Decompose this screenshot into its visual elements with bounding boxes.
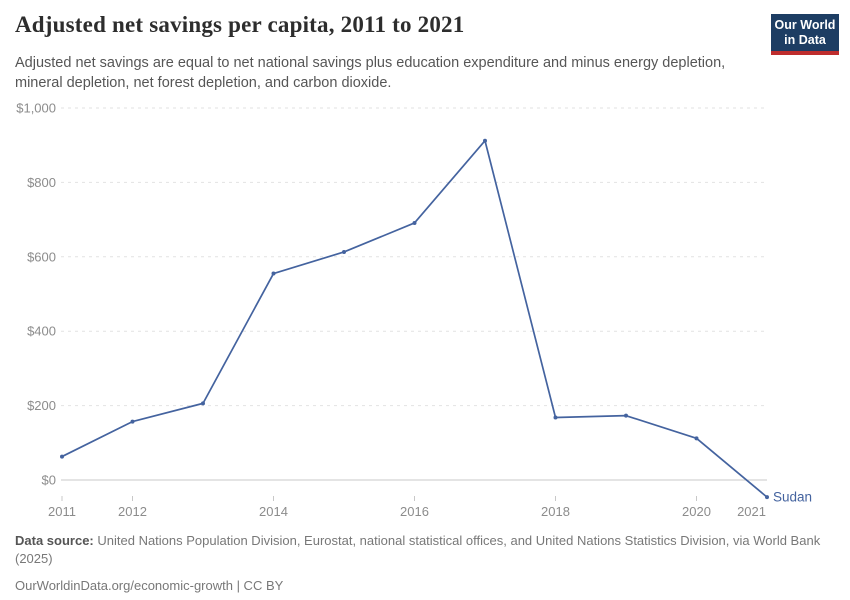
x-axis-label: 2018 <box>541 504 570 519</box>
line-chart-svg[interactable]: $0 $200 $400 $600 $800 $1,000 2011 2012 2014 2016… <box>0 90 850 526</box>
chart-subtitle: Adjusted net savings are equal to net na… <box>15 55 726 92</box>
data-point-2017[interactable] <box>483 138 487 143</box>
y-axis-label: $0 <box>42 473 56 488</box>
owid-logo-line2: in Data <box>784 33 826 47</box>
y-axis-label: $400 <box>27 324 56 339</box>
x-axis-label: 2011 <box>48 504 76 519</box>
data-source-text: United Nations Population Division, Euro… <box>15 533 821 567</box>
series-line-sudan[interactable] <box>61 139 768 498</box>
data-point-2016[interactable] <box>412 220 417 225</box>
x-axis-label: 2016 <box>400 504 429 519</box>
data-point-2011[interactable] <box>60 454 64 459</box>
x-axis-label: 2012 <box>118 504 147 519</box>
data-source-line: Data source: United Nations Population D… <box>15 532 831 569</box>
data-point-2014[interactable] <box>271 271 276 276</box>
data-source-label: Data source: <box>15 533 94 548</box>
data-point-2020[interactable] <box>694 436 699 441</box>
chart-footer: Data source: United Nations Population D… <box>15 532 831 595</box>
data-point-2013[interactable] <box>201 401 205 406</box>
x-axis-label: 2021 <box>737 504 766 519</box>
owid-logo-line1: Our World <box>774 18 836 32</box>
data-point-2012[interactable] <box>130 419 135 424</box>
x-axis-label: 2014 <box>259 504 288 519</box>
owid-logo[interactable]: Our World in Data <box>771 14 839 55</box>
data-point-2015[interactable] <box>342 249 346 254</box>
data-point-2021[interactable] <box>765 495 769 500</box>
series-end-label[interactable]: Sudan <box>773 490 812 505</box>
license-line[interactable]: OurWorldinData.org/economic-growth | CC … <box>15 577 284 593</box>
y-axis-label: $200 <box>27 398 56 413</box>
page-title: Adjusted net savings per capita, 2011 to… <box>15 12 465 37</box>
y-axis-label: $600 <box>27 249 56 264</box>
data-point-2018[interactable] <box>553 415 558 420</box>
y-axis-label: $800 <box>27 175 56 190</box>
data-point-2019[interactable] <box>624 413 628 418</box>
y-axis-label: $1,000 <box>16 101 56 116</box>
x-axis-label: 2020 <box>682 504 711 519</box>
